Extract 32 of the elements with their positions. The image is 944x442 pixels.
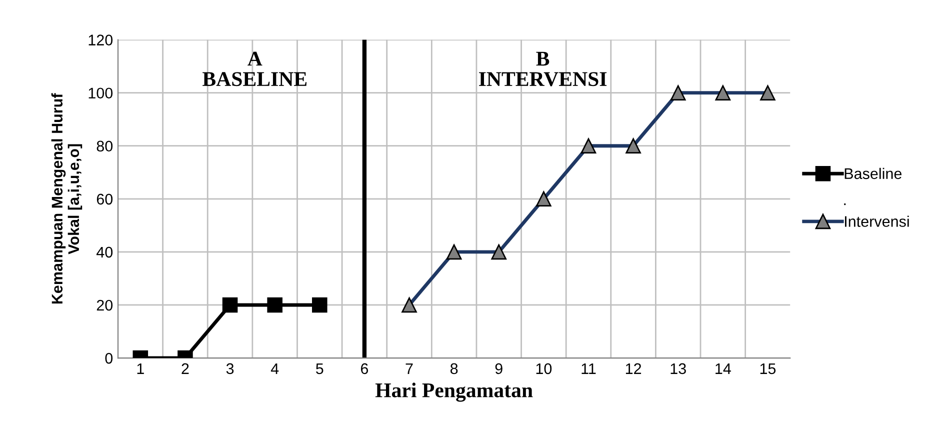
y-tick-label: 20 (96, 300, 113, 311)
x-tick-label: 6 (360, 363, 368, 374)
x-tick-label: 10 (536, 363, 552, 374)
point (312, 297, 328, 313)
y-axis-title: Kemampuan Mengenal Huruf Vokal [a,i,u,e,o] (51, 93, 82, 304)
x-tick-label: 9 (495, 363, 502, 374)
x-tick-label: 12 (626, 363, 642, 374)
x-tick-label: 8 (450, 363, 458, 374)
y-tick-label: 60 (96, 194, 113, 205)
y-tick-label: 120 (88, 34, 113, 46)
x-tick-label: 3 (226, 363, 234, 374)
text: . (844, 203, 846, 206)
annotation: B INTERVENSI (479, 52, 607, 86)
x-tick-label: 1 (137, 363, 144, 374)
y-tick-label: 40 (96, 246, 113, 258)
point (222, 297, 238, 313)
x-axis-title: Hari Pengamatan (375, 382, 533, 402)
x-tick-label: 11 (582, 363, 596, 374)
legend-label: Intervensi (845, 216, 909, 227)
y-tick-label: 100 (88, 88, 113, 99)
point (267, 297, 282, 313)
y-tick-label: 0 (105, 352, 113, 364)
x-tick-label: 15 (760, 363, 776, 374)
x-tick-label: 7 (406, 363, 413, 374)
y-tick-label: 80 (96, 140, 113, 152)
x-tick-label: 13 (670, 363, 686, 374)
x-tick-label: 14 (716, 363, 731, 374)
x-tick-label: 2 (182, 363, 189, 374)
x-tick-label: 4 (270, 363, 279, 374)
annotation: A BASELINE (202, 52, 306, 86)
legend-label: Baseline (844, 168, 902, 180)
x-tick-label: 5 (316, 363, 324, 374)
